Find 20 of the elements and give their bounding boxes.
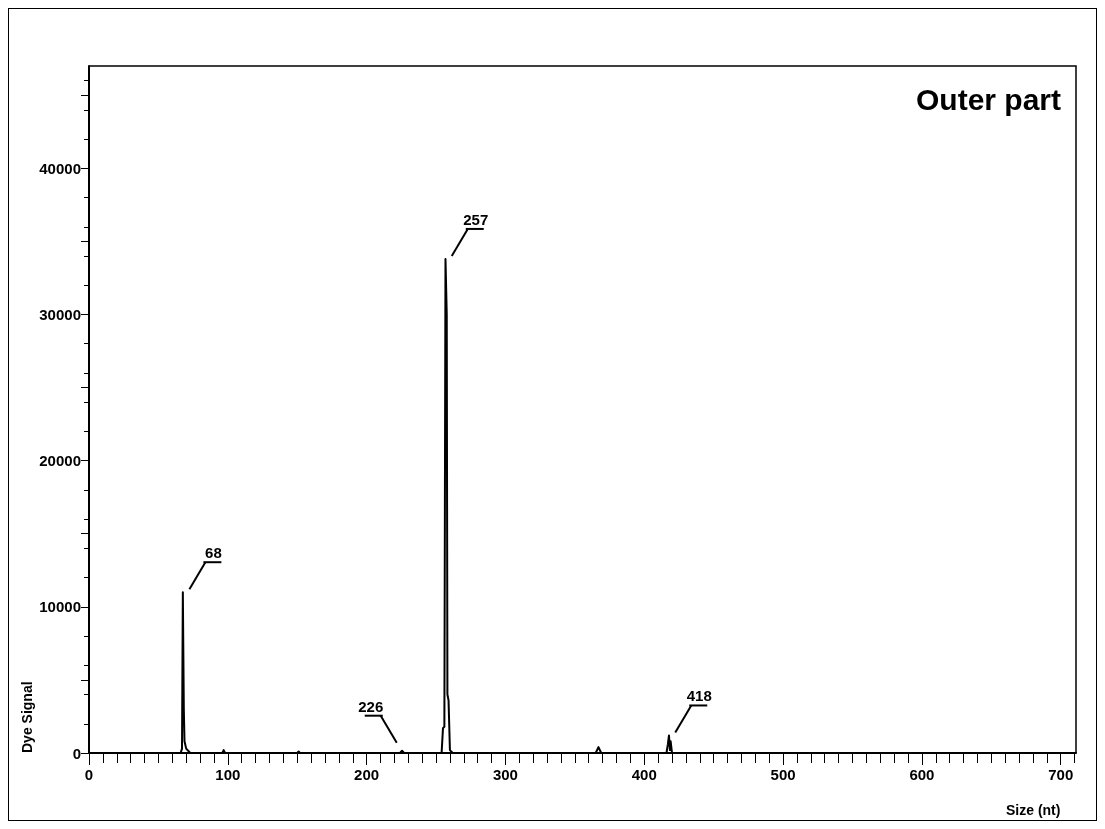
x-tick-label: 700 [1048,766,1074,783]
x-tick-label: 500 [770,766,796,783]
annotation: 257 [463,210,489,228]
y-tick-label: 30000 [39,305,81,323]
y-tick-label: 40000 [39,159,81,177]
x-axis-title: Size (nt) [1006,802,1061,818]
x-tick-label: 100 [215,766,241,783]
y-axis-title: Dye Signal [19,681,35,753]
text: Outer part [915,82,1062,116]
y-tick-label: 0 [72,744,81,762]
x-tick-label: 0 [84,766,94,783]
y-tick-label: 20000 [39,452,81,470]
annotation: 68 [205,544,222,562]
y-tick-label: 10000 [39,598,81,616]
annotation: 226 [358,697,384,715]
x-tick-label: 300 [492,766,518,783]
annotation: 418 [686,687,712,705]
x-tick-label: 600 [909,766,935,783]
x-tick-label: 400 [631,766,657,783]
x-tick-label: 200 [354,766,380,783]
